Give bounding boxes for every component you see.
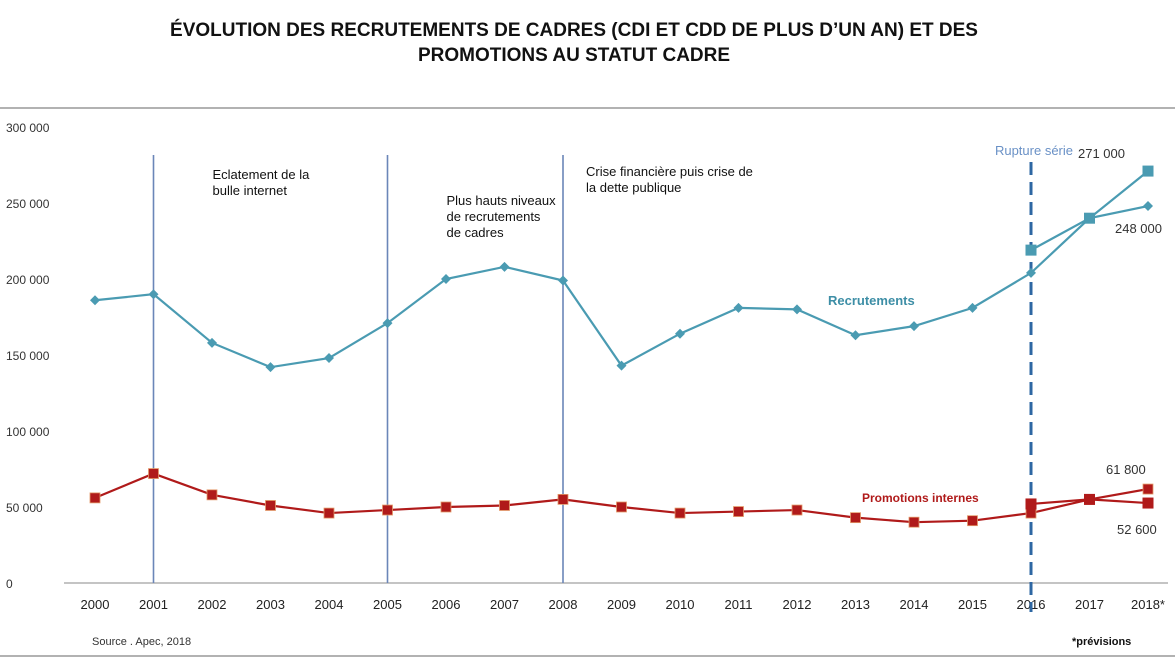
annotation-group: Recrutements Promotions internes 271 000… xyxy=(92,146,1162,648)
y-tick-label: 200 000 xyxy=(6,273,50,287)
value-label-271000: 271 000 xyxy=(1078,146,1125,161)
data-point xyxy=(382,504,393,516)
x-tick-label: 2008 xyxy=(549,597,578,612)
x-tick-label: 2017 xyxy=(1075,597,1104,612)
rupture-label: Rupture série xyxy=(995,143,1073,158)
event-annotation-line: Plus hauts niveaux xyxy=(447,193,557,208)
event-annotation-line: de cadres xyxy=(447,225,505,240)
x-tick-label: 2001 xyxy=(139,597,168,612)
data-point xyxy=(324,353,334,364)
event-annotation-line: Crise financière puis crise de xyxy=(586,164,753,179)
data-point-new xyxy=(1084,212,1095,224)
x-tick-label: 2003 xyxy=(256,597,285,612)
chart-title: ÉVOLUTION DES RECRUTEMENTS DE CADRES (CD… xyxy=(0,18,1148,68)
x-tick-label: 2010 xyxy=(666,597,695,612)
data-point xyxy=(382,318,393,329)
chart-title-line-2: PROMOTIONS AU STATUT CADRE xyxy=(417,45,731,66)
event-annotation-line: Eclatement de la xyxy=(213,167,311,182)
x-tick-label: 2007 xyxy=(490,597,519,612)
data-point-new xyxy=(1025,498,1037,510)
data-point xyxy=(441,274,451,284)
data-point xyxy=(616,501,627,513)
data-point xyxy=(440,501,452,513)
value-label-52600: 52 600 xyxy=(1117,522,1157,537)
data-point-new xyxy=(1025,244,1037,256)
y-tick-label: 300 000 xyxy=(6,121,50,135)
x-tick-label: 2014 xyxy=(900,597,929,612)
x-tick-label: 2000 xyxy=(81,597,110,612)
series-label-promotions: Promotions internes xyxy=(862,491,979,505)
data-point xyxy=(90,295,100,306)
data-point xyxy=(207,337,217,348)
data-point xyxy=(733,506,744,517)
series-group xyxy=(89,165,1154,528)
data-point xyxy=(148,468,159,479)
x-tick-label: 2005 xyxy=(373,597,402,612)
data-point xyxy=(89,492,101,504)
y-tick-label: 150 000 xyxy=(6,349,50,363)
data-point xyxy=(850,512,861,524)
y-tick-label: 100 000 xyxy=(6,425,50,439)
data-point xyxy=(558,275,568,286)
data-point xyxy=(675,328,685,339)
data-point xyxy=(265,500,276,511)
data-point-new xyxy=(1142,165,1154,177)
chart-title-line-1: ÉVOLUTION DES RECRUTEMENTS DE CADRES (CD… xyxy=(170,20,978,41)
data-point xyxy=(1025,507,1037,519)
series-label-recrutements: Recrutements xyxy=(828,293,915,308)
data-point-new xyxy=(1084,493,1095,505)
data-point xyxy=(265,362,276,373)
series-line xyxy=(94,472,1149,524)
x-tick-label: 2012 xyxy=(783,597,812,612)
data-point xyxy=(674,507,686,519)
data-point xyxy=(733,302,744,313)
x-tick-label: 2018* xyxy=(1131,597,1165,612)
data-point xyxy=(850,330,861,341)
x-tick-label: 2011 xyxy=(725,597,753,612)
data-point xyxy=(909,321,919,332)
event-annotation-line: bulle internet xyxy=(213,183,288,198)
x-tick-label: 2006 xyxy=(432,597,461,612)
x-tick-label: 2004 xyxy=(315,597,344,612)
event-annotation-line: la dette publique xyxy=(586,180,681,195)
x-tick-label: 2015 xyxy=(958,597,987,612)
y-tick-label: 50 000 xyxy=(6,501,43,515)
data-point xyxy=(1142,483,1154,495)
data-point xyxy=(1026,267,1036,278)
data-point xyxy=(499,500,510,511)
source-note: Source . Apec, 2018 xyxy=(92,636,191,648)
x-tick-label: 2002 xyxy=(198,597,227,612)
data-point xyxy=(967,302,978,313)
data-point xyxy=(499,261,510,272)
y-tick-label: 0 xyxy=(6,577,13,591)
event-annotation-line: de recrutements xyxy=(447,209,541,224)
data-point xyxy=(791,504,803,516)
previsions-footnote: *prévisions xyxy=(1072,636,1131,648)
x-tick-label: 2009 xyxy=(607,597,636,612)
data-point xyxy=(1143,201,1153,212)
data-point xyxy=(616,360,627,371)
y-tick-label: 250 000 xyxy=(6,197,50,211)
data-point xyxy=(967,515,978,527)
value-label-248000: 248 000 xyxy=(1115,221,1162,236)
data-point xyxy=(206,489,218,501)
data-point xyxy=(557,493,569,505)
axes: 0 50 000 100 000 150 000 200 000 250 000 300 0… xyxy=(6,121,1168,612)
data-point-new xyxy=(1142,497,1154,509)
data-point xyxy=(792,304,802,315)
data-point xyxy=(148,289,159,300)
data-point xyxy=(908,516,920,528)
value-label-61800: 61 800 xyxy=(1106,462,1146,477)
series-line xyxy=(94,204,1149,369)
data-point xyxy=(323,507,335,519)
x-tick-label: 2013 xyxy=(841,597,870,612)
